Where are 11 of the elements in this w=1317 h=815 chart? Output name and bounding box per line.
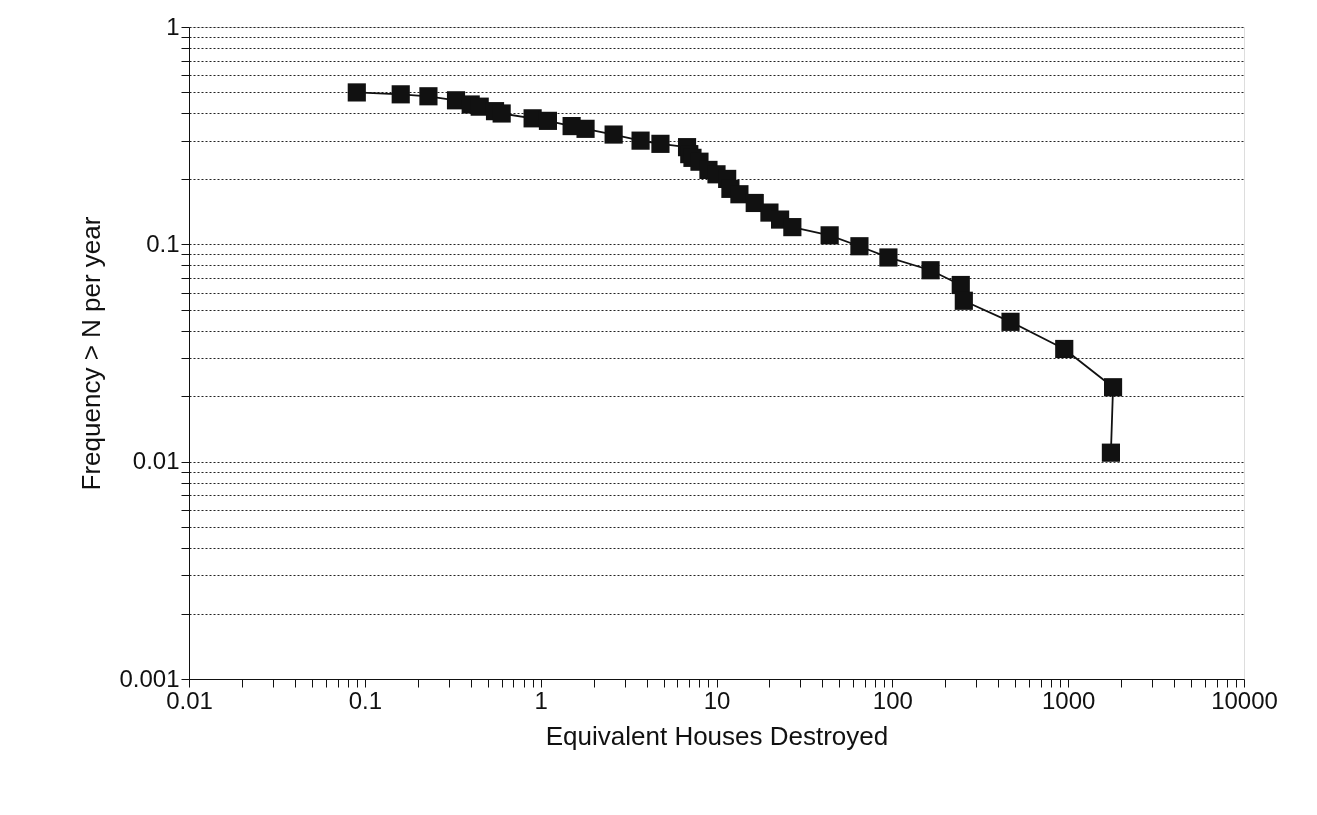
y-tick-label: 0.1 [146, 229, 180, 257]
y-tick-label: 1 [166, 12, 180, 40]
x-tick-label: 1000 [1041, 686, 1096, 714]
x-axis-title: Equivalent Houses Destroyed [545, 720, 889, 751]
y-axis-title: Frequency > N per year [76, 216, 107, 491]
x-tick-label: 10 [703, 686, 731, 714]
x-tick-label: 1 [534, 686, 548, 714]
x-tick-label: 0.1 [348, 686, 383, 714]
y-tick-label: 0.01 [132, 447, 180, 475]
x-tick-label: 100 [872, 686, 913, 714]
x-tick-label: 10000 [1211, 686, 1278, 714]
